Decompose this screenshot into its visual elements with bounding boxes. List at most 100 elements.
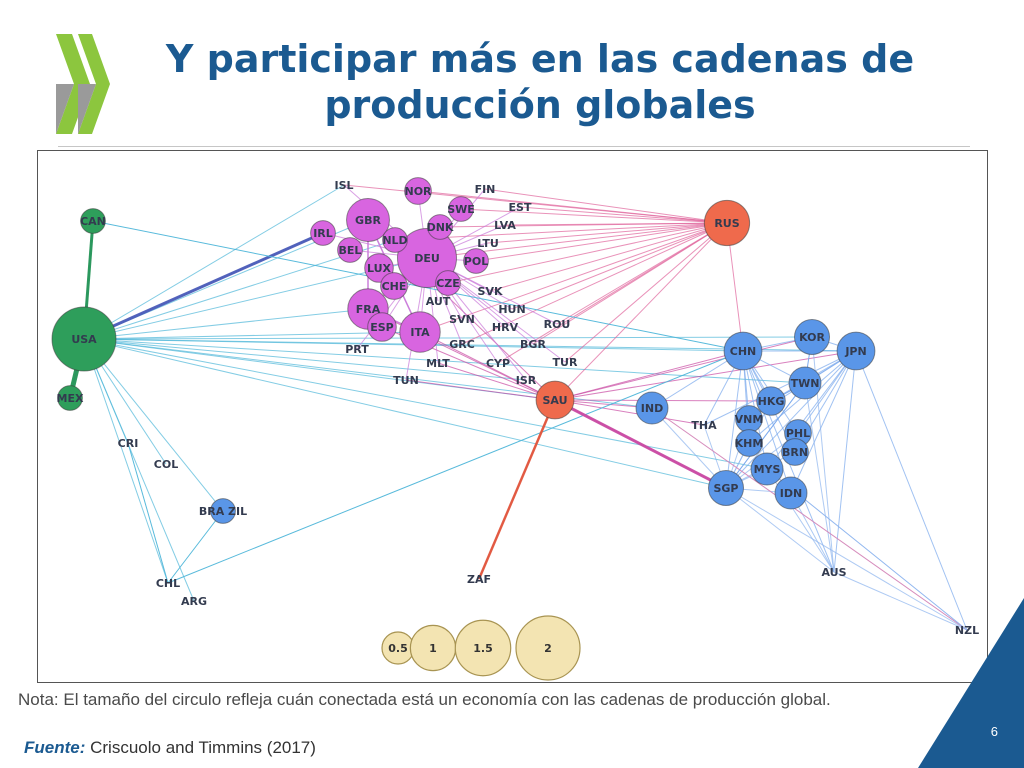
node-isr: ISR	[516, 374, 537, 387]
node-cri: CRI	[118, 437, 139, 450]
node-tun: TUN	[393, 374, 419, 387]
node-irl: IRL	[310, 220, 336, 246]
node-esp: ESP	[367, 312, 397, 342]
edge-rus-hun	[511, 222, 728, 310]
node-label-cyp: CYP	[486, 357, 510, 370]
node-label-esp: ESP	[370, 321, 394, 334]
node-label-bgr: BGR	[520, 338, 546, 351]
edge-jpn-aus	[833, 350, 857, 573]
edge-aus-twn	[804, 382, 835, 573]
node-label-tur: TUR	[553, 356, 578, 369]
legend-label-2: 2	[544, 642, 552, 655]
node-label-svk: SVK	[478, 285, 503, 298]
node-label-dnk: DNK	[427, 221, 454, 234]
node-circle-bel	[337, 237, 363, 263]
node-brazil: BRA ZIL	[199, 498, 247, 524]
edge-jpn-idn	[790, 350, 857, 494]
size-legend: 0.5 1 1.5 2	[381, 615, 581, 681]
edge-cri-chl	[127, 442, 169, 584]
node-mys: MYS	[750, 452, 784, 486]
chevron-right-icon	[78, 34, 110, 134]
edge-usa-ita	[83, 331, 421, 340]
node-jpn: JPN	[836, 331, 876, 371]
node-hrv: HRV	[492, 321, 519, 334]
node-rus: RUS	[703, 199, 751, 247]
node-circle-twn	[788, 366, 822, 400]
node-circle-cze	[435, 270, 461, 296]
node-bel: BEL	[337, 237, 363, 263]
node-arg: ARG	[181, 595, 207, 608]
node-label-fin: FIN	[475, 183, 496, 196]
node-chn: CHN	[723, 331, 763, 371]
edge-rus-swe	[460, 208, 728, 224]
edge-chn-sgp	[725, 350, 744, 489]
edge-sau-zaf	[477, 399, 557, 580]
node-label-can: CAN	[80, 215, 106, 228]
node-label-jpn: JPN	[844, 345, 866, 358]
node-label-tha: THA	[691, 419, 717, 432]
edge-jpn-nzl	[855, 350, 968, 631]
node-circle-irl	[310, 220, 336, 246]
node-label-mys: MYS	[754, 463, 781, 476]
node-label-rus: RUS	[714, 217, 739, 230]
node-label-ltu: LTU	[477, 237, 499, 250]
node-circle-idn	[774, 476, 808, 510]
node-label-est: EST	[509, 201, 532, 214]
node-hkg: HKG	[756, 386, 786, 416]
legend-label-1-5: 1.5	[473, 642, 493, 655]
node-label-irl: IRL	[313, 227, 333, 240]
node-label-ind: IND	[641, 402, 663, 415]
edge-ind-nzl	[651, 407, 968, 631]
edge-usa-isr	[83, 338, 527, 381]
node-chl: CHL	[156, 577, 180, 590]
edge-rus-nld	[394, 222, 728, 241]
edge-rus-tur	[564, 222, 728, 363]
note-text: Nota: El tamaño del circulo refleja cuán…	[18, 690, 831, 709]
node-circle-che	[380, 272, 408, 300]
node-circle-brazil	[210, 498, 236, 524]
node-circle-mys	[750, 452, 784, 486]
node-aut: AUT	[426, 295, 451, 308]
node-label-ita: ITA	[410, 326, 430, 339]
node-kor: KOR	[793, 318, 831, 356]
node-twn: TWN	[788, 366, 822, 400]
node-label-chl: CHL	[156, 577, 180, 590]
node-label-gbr: GBR	[355, 214, 381, 227]
node-label-tun: TUN	[393, 374, 419, 387]
edge-sau-tha	[554, 399, 705, 426]
node-rou: ROU	[544, 318, 571, 331]
node-nld: NLD	[382, 227, 408, 253]
node-hun: HUN	[498, 303, 525, 316]
legend-circle-1-5	[454, 619, 512, 677]
node-khm: KHM	[735, 429, 763, 457]
node-label-hrv: HRV	[492, 321, 519, 334]
edge-usa-chl	[83, 338, 169, 584]
node-label-kor: KOR	[799, 331, 825, 344]
node-label-deu: DEU	[414, 252, 440, 265]
node-svn: SVN	[449, 313, 475, 326]
node-circle-khm	[735, 429, 763, 457]
node-label-cze: CZE	[436, 277, 460, 290]
network-diagram: USA CAN MEX CRI COL BRA ZIL CHL ARG DEU GBR FRA ITA…	[37, 150, 988, 683]
node-label-nor: NOR	[404, 185, 432, 198]
node-label-fra: FRA	[356, 303, 381, 316]
node-circle-dnk	[427, 214, 453, 240]
node-circle-esp	[367, 312, 397, 342]
node-fin: FIN	[475, 183, 496, 196]
node-col: COL	[154, 458, 178, 471]
node-circle-jpn	[836, 331, 876, 371]
node-svk: SVK	[478, 285, 503, 298]
edge-rus-grc	[461, 222, 728, 345]
node-label-hkg: HKG	[758, 395, 785, 408]
network-edges	[67, 184, 968, 631]
node-sau: SAU	[535, 380, 575, 420]
slide-title: Y participar más en las cadenas de produ…	[130, 36, 950, 128]
node-circle-ita	[399, 311, 441, 353]
title-divider	[58, 146, 970, 147]
source-text: Criscuolo and Timmins (2017)	[85, 738, 316, 757]
edge-rus-lva	[504, 222, 728, 226]
node-lva: LVA	[494, 219, 516, 232]
node-circle-brn	[781, 438, 809, 466]
edge-rus-sau	[554, 222, 728, 401]
